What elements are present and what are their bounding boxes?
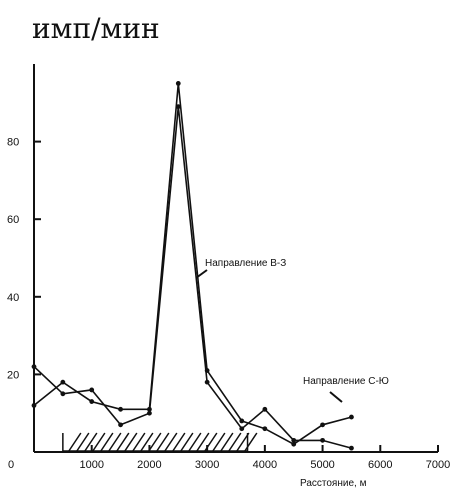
data-point-north-south — [262, 406, 268, 412]
data-point-north-south — [239, 426, 245, 432]
x-axis-label: Расстояние, м — [300, 478, 367, 489]
hatch-stroke — [116, 432, 130, 452]
x-tick-label: 1000 — [79, 459, 103, 471]
x-tick-label: 2000 — [137, 459, 161, 471]
data-point-west-east — [349, 414, 354, 420]
hatch-stroke — [164, 432, 178, 452]
x-tick-label: 4000 — [253, 459, 277, 471]
annotation-leader-west-east — [195, 269, 208, 279]
data-point-west-east — [291, 441, 297, 447]
data-point-north-south — [31, 364, 37, 370]
hatch-stroke — [212, 432, 226, 452]
data-point-north-south — [118, 422, 123, 428]
hatch-stroke — [76, 432, 90, 452]
x-tick-label: 6000 — [368, 459, 392, 471]
data-point-north-south — [60, 391, 66, 397]
x-tick-label: 5000 — [310, 459, 334, 471]
data-point-west-east — [175, 81, 181, 86]
annotation-leader-north-south — [329, 391, 343, 403]
hatch-stroke — [140, 432, 154, 452]
data-point-west-east — [89, 399, 95, 404]
data-point-west-east — [262, 426, 268, 432]
data-point-north-south — [320, 437, 325, 443]
hatch-stroke — [220, 432, 234, 452]
y-tick-label: 20 — [7, 369, 19, 381]
y-axis-unit-label: имп/мин — [32, 12, 160, 45]
hatch-stroke — [100, 432, 114, 452]
hatch-stroke — [84, 432, 98, 452]
hatch-stroke — [180, 432, 194, 452]
hatch-stroke — [228, 432, 242, 452]
hatch-stroke — [244, 432, 258, 452]
data-point-north-south — [147, 410, 152, 416]
series-annotation-north-south: Направление С-Ю — [303, 376, 389, 387]
hatch-stroke — [92, 432, 106, 452]
x-tick-label: 0 — [8, 459, 14, 471]
hatch-stroke — [236, 432, 250, 452]
series-line-north-south — [33, 106, 352, 449]
x-tick-label: 3000 — [195, 459, 219, 471]
y-tick-label: 40 — [7, 292, 19, 304]
series-group — [31, 81, 354, 451]
data-point-north-south — [204, 379, 210, 385]
hatch-stroke — [124, 432, 138, 452]
data-point-west-east — [320, 422, 325, 428]
series-line-west-east — [33, 83, 352, 446]
hatch-stroke — [196, 432, 210, 452]
data-point-west-east — [118, 406, 123, 412]
hatch-stroke — [132, 432, 146, 452]
data-point-west-east — [60, 379, 66, 385]
axis-ticks: 0 1000 2000 3000 4000 5000 6000 7000 20 40 60 80 — [7, 137, 450, 471]
data-point-west-east — [31, 403, 37, 408]
hatch-stroke — [68, 432, 82, 452]
hatch-stroke — [156, 432, 170, 452]
y-tick-label: 80 — [7, 137, 19, 149]
hatch-stroke — [172, 432, 186, 452]
data-point-north-south — [349, 445, 354, 451]
data-point-west-east — [239, 418, 245, 424]
data-point-north-south — [89, 387, 95, 393]
hatch-stroke — [108, 432, 122, 452]
hatch-stroke — [188, 432, 202, 452]
hatch-stroke — [148, 432, 162, 452]
y-tick-label: 60 — [7, 214, 19, 226]
series-annotation-west-east: Направление В-З — [205, 258, 286, 269]
x-tick-label: 7000 — [426, 459, 450, 471]
hatched-distance-band — [62, 432, 258, 452]
data-point-north-south — [291, 437, 297, 443]
data-point-north-south — [175, 104, 181, 110]
